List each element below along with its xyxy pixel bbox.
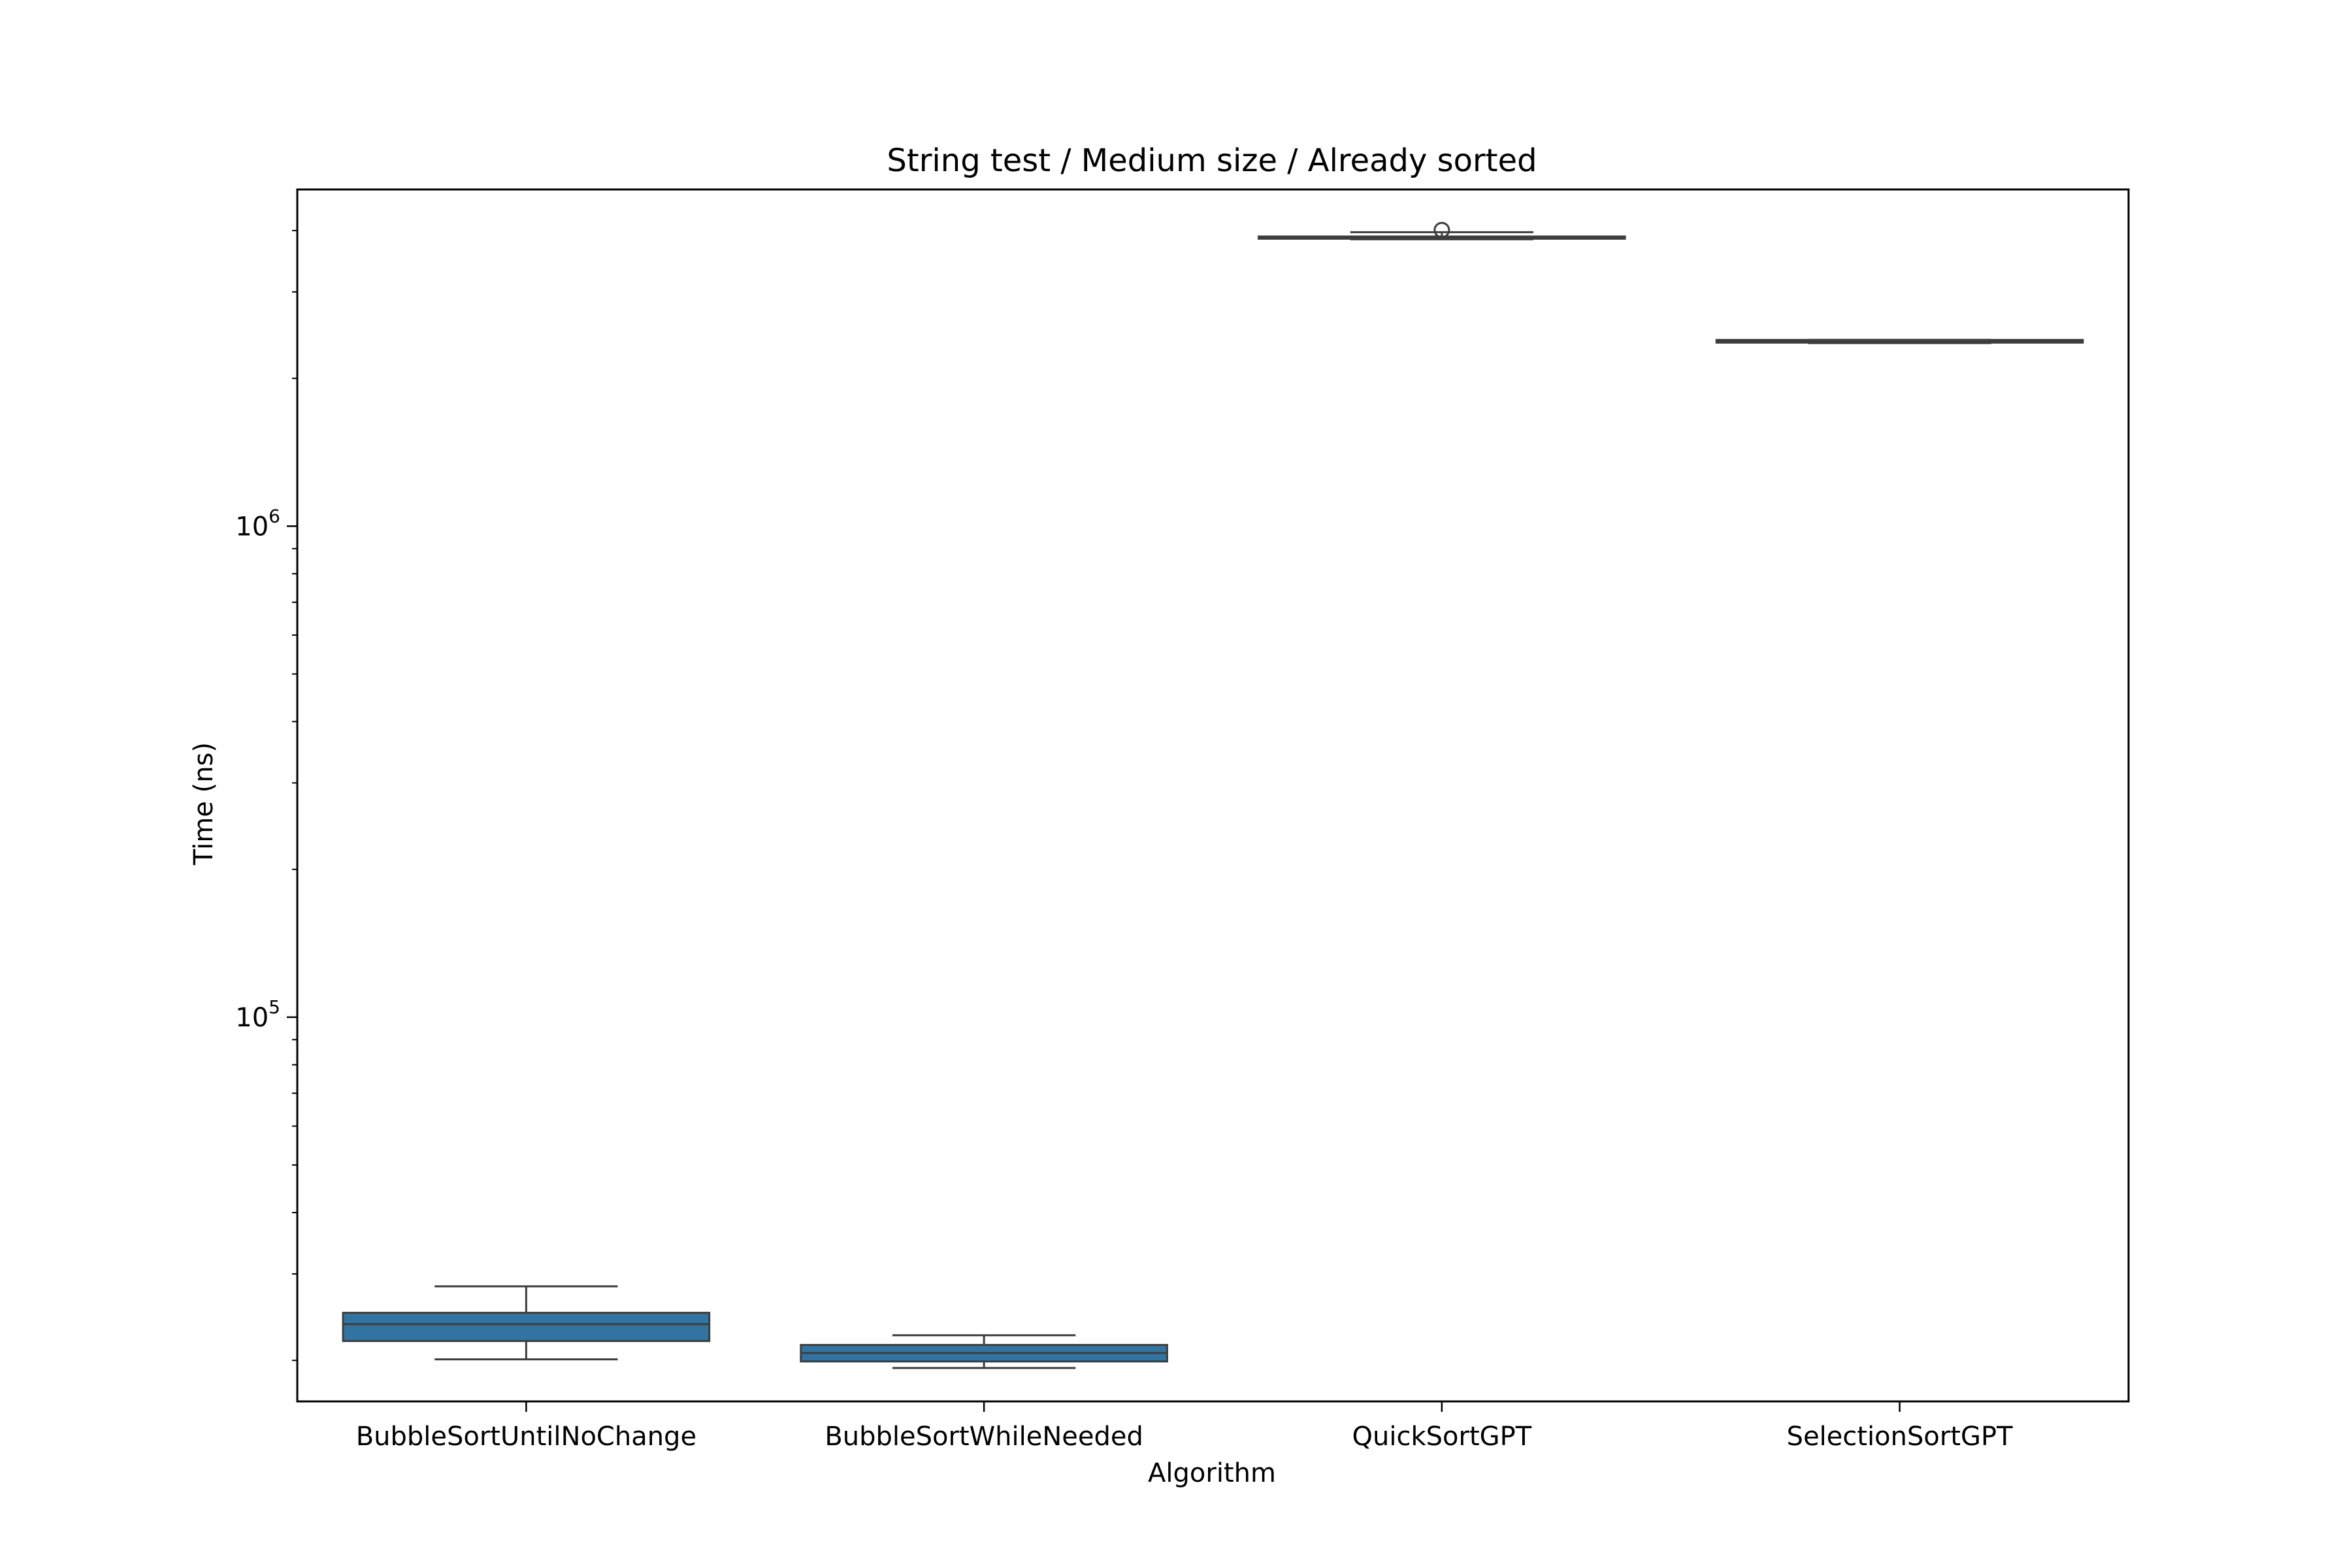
y-axis-label: Time (ns) (189, 742, 219, 866)
outlier-point (1433, 221, 1450, 238)
x-axis-label: Algorithm (1148, 1458, 1276, 1488)
x-tick-label: SelectionSortGPT (1787, 1422, 2013, 1452)
x-tick-label: QuickSortGPT (1352, 1422, 1532, 1452)
x-tick-label: BubbleSortWhileNeeded (825, 1422, 1143, 1452)
box (342, 1311, 711, 1343)
x-tick-label: BubbleSortUntilNoChange (356, 1422, 696, 1452)
chart-title: String test / Medium size / Already sort… (887, 142, 1537, 179)
plot-area: 105 106 BubbleSortUntilNoChange BubbleSortW… (235, 188, 2130, 1452)
y-tick-label: 105 (235, 996, 280, 1033)
axes-frame (296, 188, 2130, 1403)
y-tick-label: 106 (235, 505, 280, 542)
